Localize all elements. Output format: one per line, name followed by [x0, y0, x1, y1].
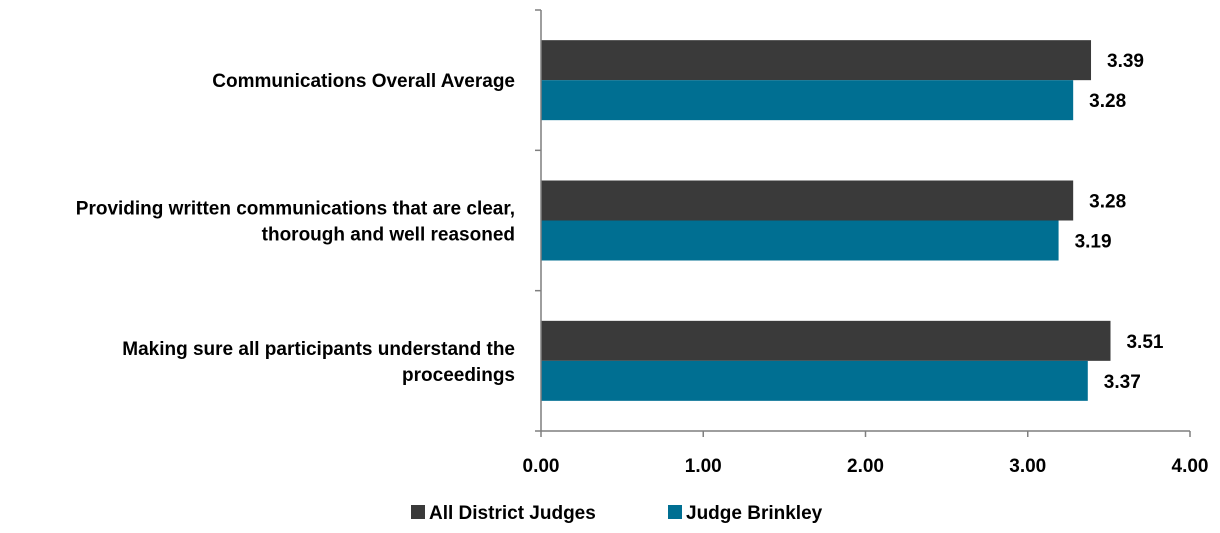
category-label-line: Making sure all participants understand …	[122, 339, 515, 360]
bar-all-district-judges	[541, 320, 1111, 361]
bar-judge-brinkley	[541, 80, 1074, 121]
category-label: Providing written communications that ar…	[76, 199, 515, 246]
category-labels-group: Communications Overall Average Providing …	[76, 71, 515, 386]
bar-all-district-judges	[541, 40, 1092, 81]
x-tick-label: 2.00	[847, 456, 884, 477]
category-label-line: Providing written communications that ar…	[76, 199, 515, 220]
bar-judge-brinkley	[541, 360, 1088, 401]
value-label: 3.28	[1089, 192, 1126, 213]
value-label: 3.39	[1107, 51, 1144, 72]
bar-all-district-judges	[541, 180, 1074, 221]
value-label: 3.28	[1089, 91, 1126, 112]
x-tick-label: 3.00	[1009, 456, 1046, 477]
x-tick-labels-group: 0.00 1.00 2.00 3.00 4.00	[523, 456, 1209, 477]
x-tick-label: 1.00	[685, 456, 722, 477]
value-label: 3.37	[1104, 372, 1141, 393]
value-labels-group: 3.39 3.28 3.28 3.19 3.51 3.37	[1075, 51, 1164, 393]
legend-swatch-judge-brinkley	[668, 505, 682, 519]
category-label-line: proceedings	[402, 365, 515, 386]
value-label: 3.19	[1075, 232, 1112, 253]
legend-label: Judge Brinkley	[686, 503, 823, 524]
x-tick-label: 0.00	[523, 456, 560, 477]
legend-swatch-all-district-judges	[411, 505, 425, 519]
legend-label: All District Judges	[429, 503, 596, 524]
category-label: Communications Overall Average	[212, 71, 515, 92]
value-label: 3.51	[1126, 332, 1163, 353]
bars-group	[541, 40, 1111, 401]
bar-judge-brinkley	[541, 220, 1059, 261]
category-label-line: Communications Overall Average	[212, 71, 515, 92]
x-tick-label: 4.00	[1172, 456, 1209, 477]
category-label: Making sure all participants understand …	[122, 339, 515, 386]
legend: All District Judges Judge Brinkley	[411, 503, 823, 524]
category-label-line: thorough and well reasoned	[262, 225, 515, 246]
axes-group	[535, 9, 1191, 437]
